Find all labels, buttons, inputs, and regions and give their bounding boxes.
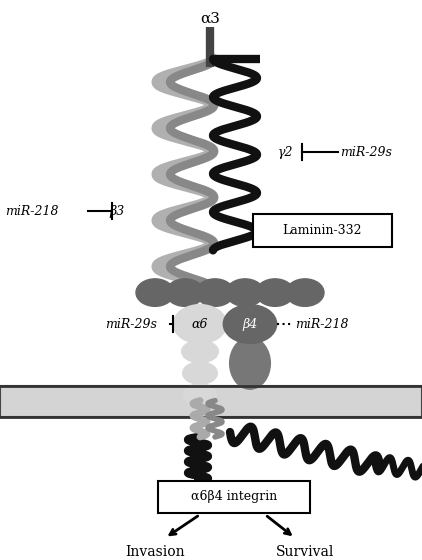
Text: γ2: γ2 <box>278 146 293 158</box>
Text: Laminin-332: Laminin-332 <box>282 224 362 237</box>
Text: β4: β4 <box>242 318 257 330</box>
Text: β3: β3 <box>110 204 125 218</box>
Text: miR-218: miR-218 <box>295 318 349 330</box>
Text: miR-29s: miR-29s <box>340 146 392 158</box>
Text: α3: α3 <box>200 12 220 26</box>
Ellipse shape <box>136 279 174 306</box>
Text: Invasion: Invasion <box>125 545 185 559</box>
Ellipse shape <box>174 305 226 343</box>
Ellipse shape <box>226 279 264 306</box>
Ellipse shape <box>256 279 294 306</box>
Text: α6β4 integrin: α6β4 integrin <box>191 491 277 503</box>
FancyBboxPatch shape <box>253 214 392 248</box>
FancyBboxPatch shape <box>158 481 310 512</box>
Ellipse shape <box>184 384 216 405</box>
Text: miR-218: miR-218 <box>5 204 59 218</box>
Ellipse shape <box>224 305 276 343</box>
Text: α6: α6 <box>192 318 208 330</box>
Bar <box>0 386 422 417</box>
Ellipse shape <box>182 340 218 362</box>
Text: Survival: Survival <box>276 545 334 559</box>
Ellipse shape <box>230 338 270 389</box>
Ellipse shape <box>183 362 217 384</box>
Ellipse shape <box>196 279 234 306</box>
Ellipse shape <box>166 279 204 306</box>
Ellipse shape <box>286 279 324 306</box>
Text: miR-29s: miR-29s <box>105 318 157 330</box>
